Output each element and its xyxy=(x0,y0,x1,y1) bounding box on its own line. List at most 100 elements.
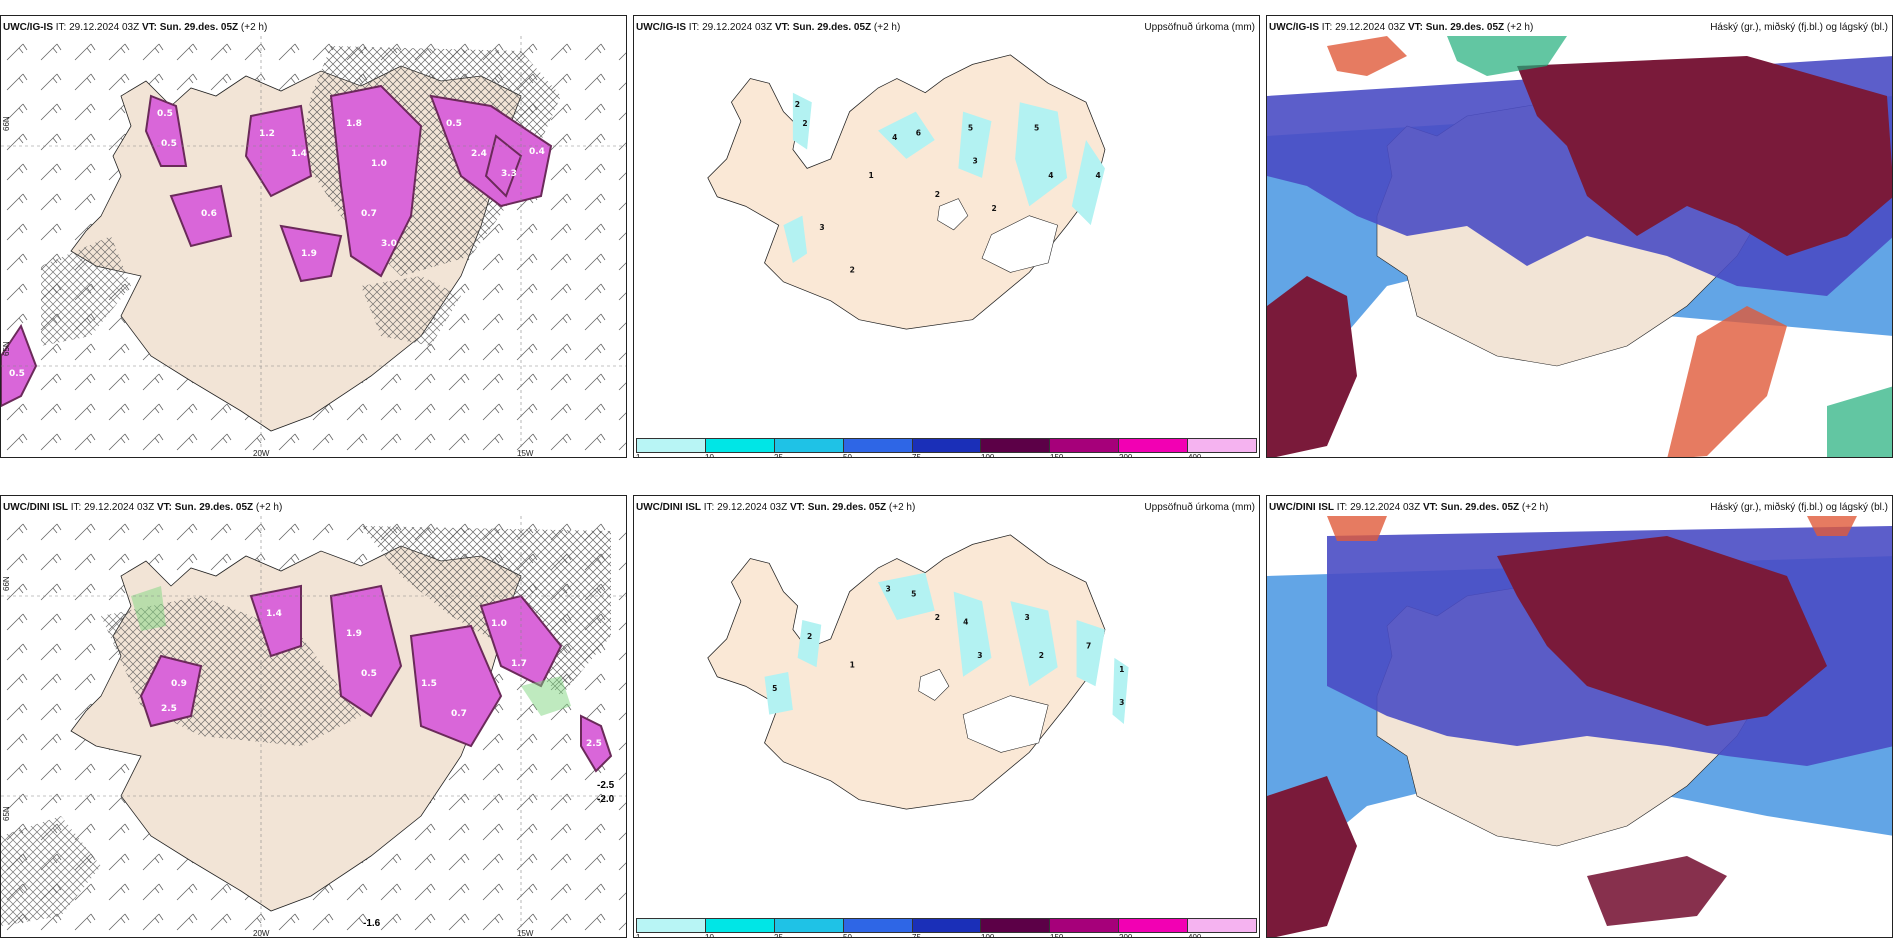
it-value: 29.12.2024 03Z xyxy=(69,22,140,33)
precip-map: 2 2 4 6 5 3 5 4 4 1 2 2 2 3 xyxy=(707,54,1106,330)
panel-header: UWC/DINI ISL IT: 29.12.2024 03Z VT: Sun.… xyxy=(3,502,622,518)
svg-text:6: 6 xyxy=(916,128,921,137)
shower-value-labels: 0.9 2.5 1.4 1.9 0.5 1.5 0.7 1.0 1.7 2.5 xyxy=(161,609,602,749)
svg-text:4: 4 xyxy=(892,133,897,142)
svg-text:2.5: 2.5 xyxy=(161,704,177,714)
svg-text:0.7: 0.7 xyxy=(361,209,377,219)
svg-text:1.0: 1.0 xyxy=(491,619,507,629)
precip-labels: 2 3 5 2 4 3 3 2 7 1 3 5 1 xyxy=(772,585,1124,707)
cloud-high-west xyxy=(1267,276,1357,457)
svg-text:7: 7 xyxy=(1086,641,1091,650)
svg-text:5: 5 xyxy=(911,589,916,598)
hatch-region-se xyxy=(361,276,461,346)
panel-header: UWC/IG-IS IT: 29.12.2024 03Z VT: Sun. 29… xyxy=(3,22,622,38)
svg-text:0.9: 0.9 xyxy=(171,679,187,689)
it-label: IT: xyxy=(1321,22,1333,33)
lat-label-65n: 65N xyxy=(2,806,11,821)
svg-text:0.7: 0.7 xyxy=(451,709,467,719)
svg-text:5: 5 xyxy=(772,684,777,693)
svg-text:1.7: 1.7 xyxy=(511,659,527,669)
annotation-value: -2.5 xyxy=(597,780,615,791)
it-value: 29.12.2024 03Z xyxy=(84,502,155,513)
lon-label-15w: 15W xyxy=(517,449,534,458)
legend-tick: 50 xyxy=(843,453,852,458)
svg-text:1.9: 1.9 xyxy=(346,629,362,639)
vt-value: Sun. 29.des. 05Z xyxy=(174,502,254,513)
svg-text:2: 2 xyxy=(850,265,855,274)
model-name: UWC/IG-IS xyxy=(3,22,53,33)
lon-label-20w: 20W xyxy=(253,929,270,938)
model-name: UWC/DINI ISL xyxy=(1269,502,1334,513)
legend-tick: 75 xyxy=(912,453,921,458)
shower-cells xyxy=(139,584,613,773)
panel-cloud-dini: UWC/DINI ISL IT: 29.12.2024 03Z VT: Sun.… xyxy=(1266,495,1893,938)
legend-cell xyxy=(1050,439,1120,452)
svg-text:3: 3 xyxy=(977,651,982,660)
svg-text:3: 3 xyxy=(886,585,891,594)
legend-cell xyxy=(1119,439,1189,452)
vt-offset: (+2 h) xyxy=(255,502,283,513)
legend-tick: 150 xyxy=(1050,933,1064,938)
legend-cell xyxy=(912,439,982,452)
annotation-value: -2.0 xyxy=(597,794,615,805)
svg-text:1: 1 xyxy=(850,660,855,669)
precip-legend: 1 10 25 50 75 100 150 200 400 xyxy=(636,918,1257,938)
legend-tick: 50 xyxy=(843,933,852,938)
legend-tick: 25 xyxy=(774,453,783,458)
panel-header: UWC/DINI ISL IT: 29.12.2024 03Z VT: Sun.… xyxy=(1269,502,1888,518)
model-name: UWC/IG-IS xyxy=(1269,22,1319,33)
legend-tick: 100 xyxy=(981,933,995,938)
svg-text:3: 3 xyxy=(973,157,978,166)
legend-tick: 200 xyxy=(1119,453,1133,458)
lat-label-66n: 66N xyxy=(2,116,11,131)
precip-areas xyxy=(783,92,1105,263)
glacier-langjokull xyxy=(937,198,969,231)
legend-cell xyxy=(843,919,913,932)
panel-precip-ig: UWC/IG-IS IT: 29.12.2024 03Z VT: Sun. 29… xyxy=(633,15,1260,458)
panel-cloud-ig: UWC/IG-IS IT: 29.12.2024 03Z VT: Sun. 29… xyxy=(1266,15,1893,458)
legend-cell xyxy=(774,919,844,932)
svg-text:1.5: 1.5 xyxy=(421,679,437,689)
vt-value: Sun. 29.des. 05Z xyxy=(792,22,872,33)
svg-text:2: 2 xyxy=(991,204,996,213)
svg-text:2.5: 2.5 xyxy=(586,739,602,749)
svg-text:1.8: 1.8 xyxy=(346,119,362,129)
legend-cell xyxy=(912,919,982,932)
vt-offset: (+2 h) xyxy=(1506,22,1534,33)
cloud-high-se xyxy=(1667,306,1787,457)
panel-showers-ig: UWC/IG-IS IT: 29.12.2024 03Z VT: Sun. 29… xyxy=(0,15,627,458)
model-name: UWC/DINI ISL xyxy=(636,502,701,513)
vt-label: VT: xyxy=(156,502,172,513)
panel-header: UWC/IG-IS IT: 29.12.2024 03Z VT: Sun. 29… xyxy=(1269,22,1888,38)
svg-text:0.5: 0.5 xyxy=(157,109,173,119)
svg-text:1: 1 xyxy=(869,171,874,180)
annotation-value: -1.6 xyxy=(363,918,381,929)
glacier-vatnajokull xyxy=(981,215,1059,273)
panel-header: UWC/DINI ISL IT: 29.12.2024 03Z VT: Sun.… xyxy=(636,502,1255,518)
legend-cell xyxy=(981,919,1051,932)
vt-offset: (+2 h) xyxy=(1521,502,1549,513)
hatch-region-west xyxy=(41,236,131,346)
svg-text:4: 4 xyxy=(963,618,968,627)
panel-precip-dini: UWC/DINI ISL IT: 29.12.2024 03Z VT: Sun.… xyxy=(633,495,1260,938)
precip-labels: 2 2 4 6 5 3 5 4 4 1 2 2 2 3 xyxy=(795,100,1101,274)
precip-map: 2 3 5 2 4 3 3 2 7 1 3 5 1 xyxy=(707,534,1129,810)
svg-text:3: 3 xyxy=(1025,613,1030,622)
cloud-map xyxy=(1267,36,1892,457)
cloud-green-n xyxy=(1447,36,1567,76)
svg-text:3.0: 3.0 xyxy=(381,239,397,249)
vt-value: Sun. 29.des. 05Z xyxy=(159,22,239,33)
vt-offset: (+2 h) xyxy=(240,22,268,33)
legend-tick: 1 xyxy=(636,933,641,938)
svg-text:2: 2 xyxy=(795,100,800,109)
shower-cells-green xyxy=(131,586,571,716)
legend-cell xyxy=(705,919,775,932)
svg-text:2.4: 2.4 xyxy=(471,149,487,159)
precip-title: Uppsöfnuð úrkoma (mm) xyxy=(1144,22,1255,33)
it-value: 29.12.2024 03Z xyxy=(1335,22,1406,33)
legend-tick: 150 xyxy=(1050,453,1064,458)
glacier-vatnajokull xyxy=(962,695,1049,753)
lon-label-20w: 20W xyxy=(253,449,270,458)
cloud-high-west xyxy=(1267,776,1357,937)
legend-cell xyxy=(1119,919,1189,932)
